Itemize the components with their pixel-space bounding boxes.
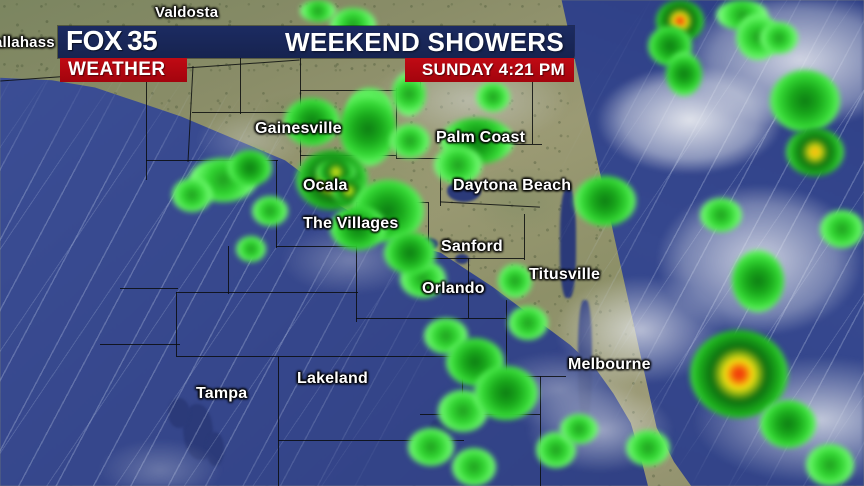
weather-brand-bar: WEATHER xyxy=(60,58,187,82)
radar-cell xyxy=(574,176,636,226)
radar-cell xyxy=(452,448,496,486)
radar-cell xyxy=(474,366,538,420)
county-border xyxy=(278,356,280,486)
county-border xyxy=(240,58,242,114)
county-border xyxy=(176,292,178,356)
radar-cell xyxy=(284,98,340,146)
radar-cell xyxy=(498,264,532,298)
county-border xyxy=(396,158,440,160)
county-border xyxy=(120,288,178,290)
county-border xyxy=(176,356,462,358)
headline-text: WEEKEND SHOWERS xyxy=(285,27,564,57)
radar-cell xyxy=(330,206,386,250)
radar-cell xyxy=(626,430,670,466)
radar-cell xyxy=(732,250,784,312)
city-label-palm-coast: Palm Coast xyxy=(436,129,526,146)
county-border xyxy=(506,376,566,378)
city-label-melbourne: Melbourne xyxy=(568,356,651,373)
county-border xyxy=(524,214,526,260)
radar-cell xyxy=(806,444,854,486)
radar-cell xyxy=(760,22,798,54)
city-label-ocala: Ocala xyxy=(303,177,348,194)
county-border xyxy=(278,440,464,442)
county-border xyxy=(540,376,542,486)
radar-cell xyxy=(476,82,510,112)
title-bar: FOX 35 WEEKEND SHOWERS xyxy=(58,25,574,58)
radar-cell xyxy=(434,146,482,184)
radar-cell xyxy=(236,236,266,262)
county-border xyxy=(440,158,442,206)
radar-cell xyxy=(820,210,864,248)
city-label-tampa: Tampa xyxy=(196,385,248,402)
county-border xyxy=(506,300,508,376)
city-label-valdosta: Valdosta xyxy=(155,4,219,21)
radar-cell xyxy=(666,52,702,96)
radar-cell xyxy=(390,124,430,158)
county-border xyxy=(428,258,524,260)
radar-cell xyxy=(172,178,212,212)
radar-cell xyxy=(770,70,840,132)
city-label-the-villages: The Villages xyxy=(303,215,399,232)
county-border xyxy=(100,344,180,346)
city-label-gainesville: Gainesville xyxy=(255,120,342,137)
county-border xyxy=(356,318,506,320)
radar-cell xyxy=(508,306,548,340)
city-label-lakeland: Lakeland xyxy=(297,370,368,387)
county-border xyxy=(176,292,358,294)
radar-cell xyxy=(786,128,844,176)
city-label-allahass: allahass xyxy=(0,34,55,51)
city-label-titusville: Titusville xyxy=(529,266,601,283)
county-border xyxy=(276,246,356,248)
radar-cell xyxy=(228,150,272,186)
county-border xyxy=(428,202,430,258)
county-border xyxy=(300,40,302,116)
county-border xyxy=(396,88,398,158)
weather-label: WEATHER xyxy=(68,59,166,80)
city-label-sanford: Sanford xyxy=(441,238,503,255)
county-border xyxy=(192,112,300,114)
radar-cell xyxy=(384,232,436,274)
broadcast-timestamp: SUNDAY 4:21 PM xyxy=(421,60,565,79)
county-border xyxy=(356,202,358,322)
radar-cell xyxy=(300,0,336,22)
radar-cell xyxy=(408,428,454,466)
county-border xyxy=(462,356,464,414)
radar-cell xyxy=(760,400,816,448)
county-border xyxy=(146,60,148,180)
radar-cell xyxy=(560,414,598,444)
city-label-orlando: Orlando xyxy=(422,280,485,297)
city-label-daytona-beach: Daytona Beach xyxy=(453,177,572,194)
fox-network-logo: FOX 35 xyxy=(66,25,158,57)
timestamp-bar: SUNDAY 4:21 PM xyxy=(405,58,574,82)
county-border xyxy=(532,60,534,144)
radar-cell xyxy=(700,198,742,232)
logo-channel-number: 35 xyxy=(127,25,158,56)
county-border xyxy=(468,258,470,318)
logo-fox-text: FOX xyxy=(66,25,123,56)
county-border xyxy=(228,246,230,294)
radar-cell xyxy=(252,196,288,226)
